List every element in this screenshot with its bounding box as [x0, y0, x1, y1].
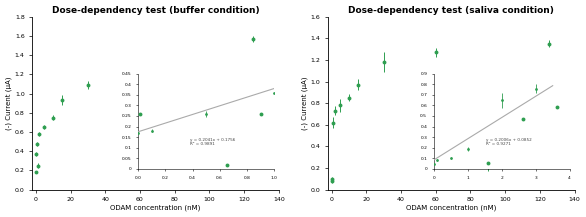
X-axis label: ODAM concentration (nM): ODAM concentration (nM) — [406, 205, 496, 211]
Y-axis label: (-) Current (μA): (-) Current (μA) — [5, 76, 12, 130]
X-axis label: ODAM concentration (nM): ODAM concentration (nM) — [110, 205, 201, 211]
Title: Dose-dependency test (saliva condition): Dose-dependency test (saliva condition) — [349, 6, 554, 15]
Title: Dose-dependency test (buffer condition): Dose-dependency test (buffer condition) — [52, 6, 260, 15]
Y-axis label: (-) Current (μA): (-) Current (μA) — [301, 76, 308, 130]
